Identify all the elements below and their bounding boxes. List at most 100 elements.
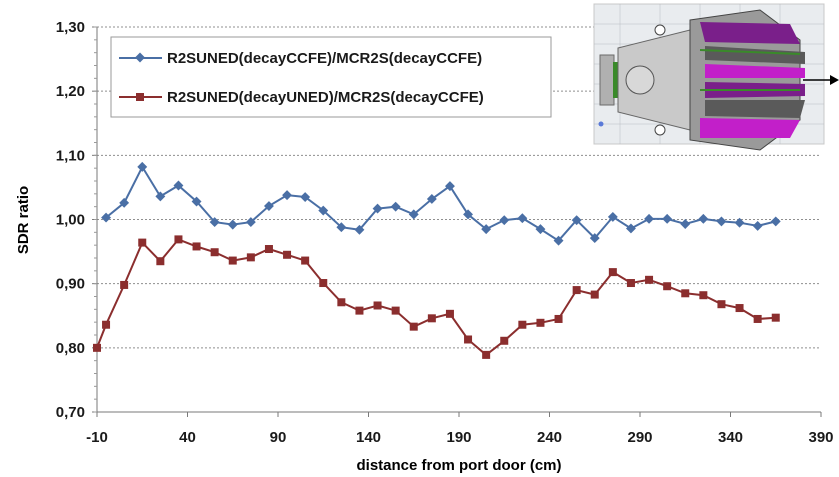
- legend-entry-1: R2SUNED(decayCCFE)/MCR2S(decayCCFE): [119, 50, 482, 67]
- series-line-2: [96, 238, 776, 357]
- data-point: [536, 318, 545, 327]
- x-tick-label: 340: [718, 429, 743, 446]
- data-point: [626, 223, 636, 234]
- series-layer: [93, 161, 781, 359]
- data-point: [373, 301, 382, 310]
- data-point: [174, 235, 183, 244]
- series-line-1: [105, 164, 777, 243]
- data-point: [553, 235, 564, 246]
- data-point: [427, 314, 436, 323]
- legend-swatch-marker-2: [136, 93, 144, 101]
- data-point: [264, 245, 273, 254]
- data-point: [283, 250, 292, 259]
- data-point: [572, 286, 581, 295]
- series-1: [101, 161, 781, 246]
- x-tick-label: 290: [627, 429, 652, 446]
- data-point: [409, 322, 418, 331]
- data-point: [372, 203, 383, 214]
- data-point: [246, 253, 255, 262]
- data-point: [93, 343, 101, 352]
- data-point: [192, 242, 201, 251]
- y-axis-title: SDR ratio: [15, 186, 32, 254]
- data-point: [607, 211, 618, 222]
- data-point: [445, 181, 455, 192]
- data-point: [499, 215, 510, 226]
- data-point: [155, 191, 166, 202]
- data-point: [517, 213, 528, 224]
- x-tick-label: -10: [86, 429, 108, 446]
- data-point: [734, 217, 745, 228]
- data-point: [391, 306, 400, 315]
- data-point: [318, 205, 329, 216]
- data-point: [120, 280, 129, 289]
- data-point: [662, 213, 673, 224]
- data-point: [626, 279, 635, 288]
- data-point: [717, 300, 726, 309]
- y-tick-label: 0,90: [56, 276, 85, 293]
- series-2: [93, 235, 780, 359]
- data-point: [264, 201, 274, 211]
- data-point: [571, 215, 582, 226]
- data-point: [245, 217, 256, 228]
- data-point: [589, 233, 600, 244]
- port-plug-cad-model-icon: [593, 3, 839, 151]
- data-point: [191, 196, 202, 207]
- data-point: [698, 213, 709, 224]
- data-point: [464, 335, 473, 344]
- data-point: [408, 209, 419, 220]
- data-point: [426, 194, 437, 204]
- legend-entry-2: R2SUNED(decayUNED)/MCR2S(decayCCFE): [119, 89, 484, 106]
- data-point: [771, 313, 780, 322]
- data-point: [481, 224, 492, 235]
- data-point: [319, 279, 328, 288]
- data-point: [644, 213, 654, 224]
- x-tick-label: 190: [446, 429, 471, 446]
- data-point: [301, 256, 310, 265]
- data-point: [102, 320, 111, 329]
- x-axis-title: distance from port door (cm): [356, 457, 561, 474]
- data-point: [663, 282, 672, 291]
- data-point: [699, 291, 708, 300]
- data-point: [535, 224, 546, 235]
- x-tick-labels: -10 40 90 140 190 240 290 340 390: [86, 412, 834, 446]
- x-tick-label: 240: [537, 429, 562, 446]
- data-point: [119, 197, 130, 208]
- legend-swatch-marker-1: [135, 52, 145, 63]
- y-tick-label: 1,30: [56, 19, 85, 36]
- data-point: [300, 192, 311, 202]
- data-point: [518, 320, 527, 329]
- data-point: [500, 336, 509, 345]
- data-point: [390, 201, 401, 212]
- legend-label-2: R2SUNED(decayUNED)/MCR2S(decayCCFE): [167, 89, 484, 106]
- x-tick-label: 140: [356, 429, 381, 446]
- data-point: [228, 256, 237, 265]
- y-tick-label: 1,10: [56, 147, 85, 164]
- data-point: [735, 304, 744, 313]
- data-point: [463, 209, 473, 220]
- data-point: [680, 219, 691, 229]
- data-point: [173, 180, 184, 191]
- data-point: [608, 268, 617, 277]
- data-point: [336, 222, 347, 233]
- data-point: [209, 217, 220, 228]
- x-tick-label: 390: [808, 429, 833, 446]
- legend-label-1: R2SUNED(decayCCFE)/MCR2S(decayCCFE): [167, 50, 482, 67]
- data-point: [354, 224, 365, 235]
- data-point: [753, 314, 762, 323]
- data-point: [227, 219, 238, 230]
- data-point: [716, 216, 727, 227]
- legend-box: [110, 36, 552, 118]
- x-tick-label: 40: [179, 429, 196, 446]
- y-tick-label: 0,70: [56, 404, 85, 421]
- y-tick-label: 1,00: [56, 212, 85, 229]
- data-point: [137, 161, 148, 172]
- data-point: [445, 309, 454, 318]
- data-point: [554, 314, 563, 323]
- data-point: [210, 248, 219, 257]
- data-point: [645, 275, 654, 284]
- data-point: [101, 212, 111, 223]
- data-point: [681, 289, 690, 298]
- data-point: [355, 306, 364, 315]
- data-point: [282, 190, 292, 201]
